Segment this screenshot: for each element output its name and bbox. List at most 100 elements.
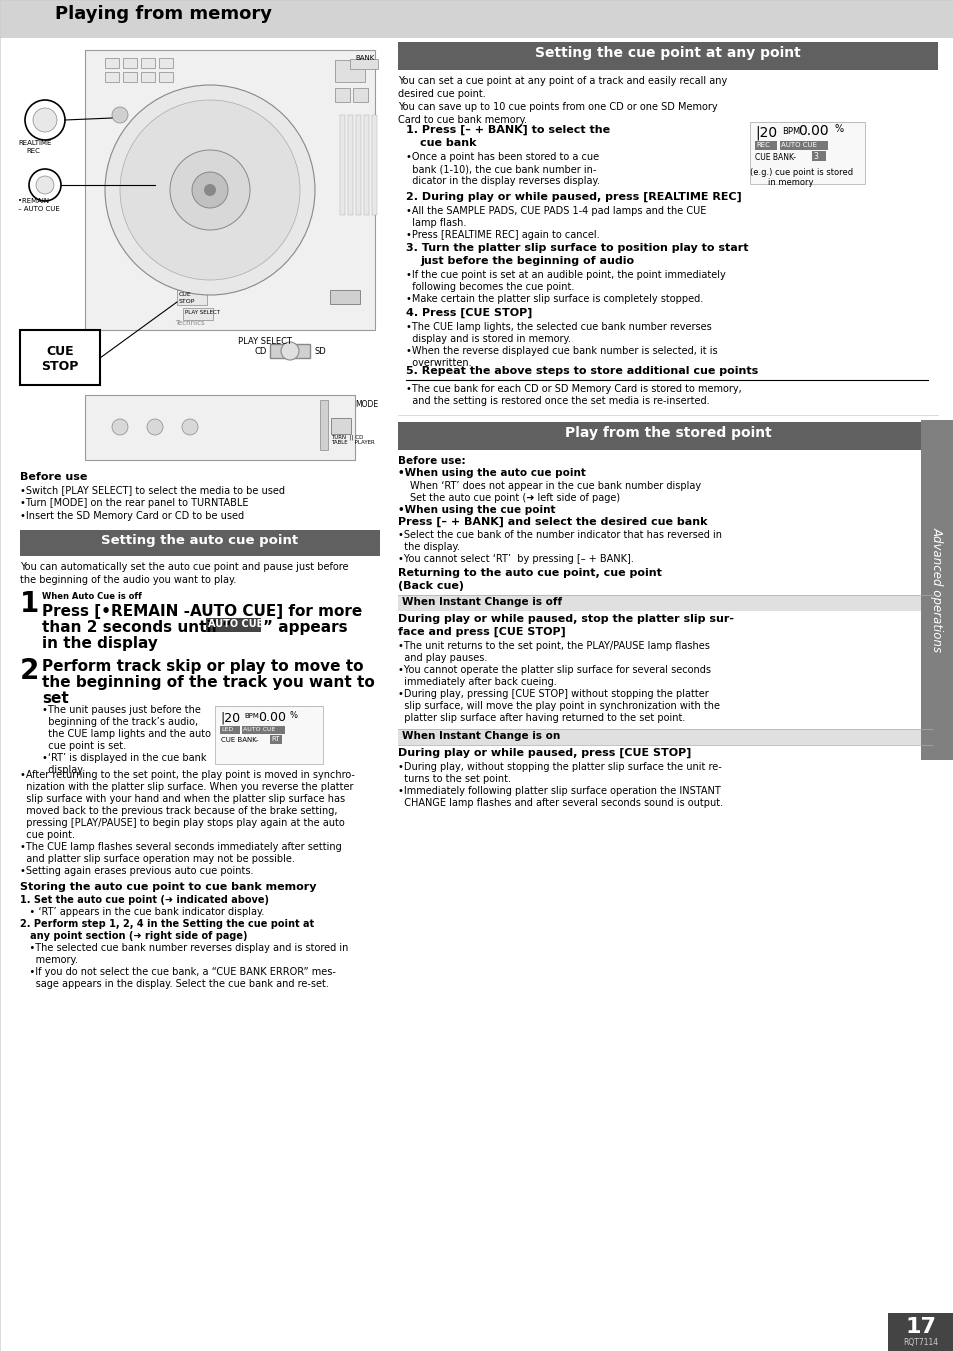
Text: MODE: MODE bbox=[355, 400, 377, 409]
Bar bbox=[319, 400, 328, 450]
Text: •Setting again erases previous auto cue points.: •Setting again erases previous auto cue … bbox=[20, 866, 253, 875]
Text: •The unit pauses just before the: •The unit pauses just before the bbox=[42, 705, 201, 715]
Text: cue bank: cue bank bbox=[419, 138, 476, 149]
Text: During play or while paused, stop the platter slip sur-: During play or while paused, stop the pl… bbox=[397, 613, 733, 624]
Text: PLAY SELECT: PLAY SELECT bbox=[185, 309, 220, 315]
Text: bank (1-10), the cue bank number in-: bank (1-10), the cue bank number in- bbox=[406, 163, 596, 174]
Text: |20: |20 bbox=[220, 712, 240, 725]
Text: •During play, pressing [CUE STOP] without stopping the platter: •During play, pressing [CUE STOP] withou… bbox=[397, 689, 708, 698]
Bar bbox=[220, 725, 240, 734]
Text: Perform track skip or play to move to: Perform track skip or play to move to bbox=[42, 659, 363, 674]
Bar bbox=[183, 308, 213, 320]
Text: STOP: STOP bbox=[179, 299, 195, 304]
Text: Returning to the auto cue point, cue point: Returning to the auto cue point, cue poi… bbox=[397, 567, 661, 578]
Text: Playing from memory: Playing from memory bbox=[55, 5, 272, 23]
Text: •Switch [PLAY SELECT] to select the media to be used: •Switch [PLAY SELECT] to select the medi… bbox=[20, 485, 285, 494]
Text: Set the auto cue point (➜ left side of page): Set the auto cue point (➜ left side of p… bbox=[410, 493, 619, 503]
Text: •The unit returns to the set point, the PLAY/PAUSE lamp flashes: •The unit returns to the set point, the … bbox=[397, 640, 709, 651]
Text: CUE BANK-: CUE BANK- bbox=[754, 153, 795, 162]
Text: 17: 17 bbox=[904, 1317, 936, 1337]
Text: immediately after back cueing.: immediately after back cueing. bbox=[397, 677, 557, 688]
Bar bbox=[159, 72, 172, 82]
Text: During play or while paused, press [CUE STOP]: During play or while paused, press [CUE … bbox=[397, 748, 691, 758]
Bar bbox=[811, 151, 825, 161]
Bar bbox=[159, 58, 172, 68]
Text: 5. Repeat the above steps to store additional cue points: 5. Repeat the above steps to store addit… bbox=[406, 366, 758, 376]
Text: You can set a cue point at any point of a track and easily recall any: You can set a cue point at any point of … bbox=[397, 76, 726, 86]
Text: ” appears: ” appears bbox=[263, 620, 347, 635]
Text: •The CUE lamp lights, the selected cue bank number reverses: •The CUE lamp lights, the selected cue b… bbox=[406, 322, 711, 332]
Bar bbox=[887, 1313, 953, 1351]
Text: CD: CD bbox=[254, 347, 267, 357]
Text: •During play, without stopping the platter slip surface the unit re-: •During play, without stopping the platt… bbox=[397, 762, 721, 771]
Text: beginning of the track’s audio,: beginning of the track’s audio, bbox=[42, 717, 198, 727]
Text: 1: 1 bbox=[20, 590, 39, 617]
Text: 1. Set the auto cue point (➜ indicated above): 1. Set the auto cue point (➜ indicated a… bbox=[20, 894, 269, 905]
Bar bbox=[105, 58, 119, 68]
Text: •You cannot operate the platter slip surface for several seconds: •You cannot operate the platter slip sur… bbox=[397, 665, 710, 676]
Text: PLAY SELECT: PLAY SELECT bbox=[237, 336, 292, 346]
Text: Before use: Before use bbox=[20, 471, 88, 482]
Text: REC: REC bbox=[26, 149, 40, 154]
Bar bbox=[335, 59, 365, 82]
Text: BANK: BANK bbox=[355, 55, 375, 61]
Text: Play from the stored point: Play from the stored point bbox=[564, 426, 771, 440]
Bar bbox=[397, 594, 932, 611]
Text: •The CUE lamp flashes several seconds immediately after setting: •The CUE lamp flashes several seconds im… bbox=[20, 842, 341, 852]
Text: and play pauses.: and play pauses. bbox=[397, 653, 487, 663]
Bar bbox=[123, 72, 137, 82]
Text: •When using the auto cue point: •When using the auto cue point bbox=[397, 467, 585, 478]
Text: 3. Turn the platter slip surface to position play to start: 3. Turn the platter slip surface to posi… bbox=[406, 243, 748, 253]
Text: RT: RT bbox=[271, 736, 279, 742]
Circle shape bbox=[112, 107, 128, 123]
Text: nization with the platter slip surface. When you reverse the platter: nization with the platter slip surface. … bbox=[20, 782, 354, 792]
Circle shape bbox=[105, 85, 314, 295]
Circle shape bbox=[182, 419, 198, 435]
Bar bbox=[85, 50, 375, 330]
Bar bbox=[270, 735, 282, 744]
Text: Technics: Technics bbox=[174, 320, 204, 326]
Text: 4. Press [CUE STOP]: 4. Press [CUE STOP] bbox=[406, 308, 532, 319]
Text: When ‘RT’ does not appear in the cue bank number display: When ‘RT’ does not appear in the cue ban… bbox=[410, 481, 700, 490]
Text: and the setting is restored once the set media is re-inserted.: and the setting is restored once the set… bbox=[406, 396, 709, 407]
Text: |20: |20 bbox=[754, 126, 777, 141]
Text: 1. Press [– + BANK] to select the: 1. Press [– + BANK] to select the bbox=[406, 126, 610, 135]
Bar bbox=[348, 115, 353, 215]
Bar bbox=[177, 290, 207, 305]
Bar bbox=[85, 394, 355, 459]
Circle shape bbox=[204, 184, 215, 196]
Text: Setting the cue point at any point: Setting the cue point at any point bbox=[535, 46, 800, 59]
Text: – AUTO CUE: – AUTO CUE bbox=[18, 205, 60, 212]
Text: •Select the cue bank of the number indicator that has reversed in: •Select the cue bank of the number indic… bbox=[397, 530, 721, 540]
Text: •If the cue point is set at an audible point, the point immediately: •If the cue point is set at an audible p… bbox=[406, 270, 725, 280]
Bar bbox=[330, 290, 359, 304]
Circle shape bbox=[33, 108, 57, 132]
Text: 3: 3 bbox=[812, 153, 817, 161]
Text: (e.g.) cue point is stored: (e.g.) cue point is stored bbox=[749, 168, 852, 177]
Text: Advanced operations: Advanced operations bbox=[929, 527, 943, 653]
Bar bbox=[214, 707, 323, 765]
Text: • ‘RT’ appears in the cue bank indicator display.: • ‘RT’ appears in the cue bank indicator… bbox=[20, 907, 264, 917]
Bar bbox=[353, 88, 368, 101]
Bar bbox=[397, 730, 932, 744]
Circle shape bbox=[29, 169, 61, 201]
Text: memory.: memory. bbox=[20, 955, 78, 965]
Bar bbox=[242, 725, 285, 734]
Text: the beginning of the track you want to: the beginning of the track you want to bbox=[42, 676, 375, 690]
Bar bbox=[105, 72, 119, 82]
Text: •When the reverse displayed cue bank number is selected, it is: •When the reverse displayed cue bank num… bbox=[406, 346, 717, 357]
Text: display and is stored in memory.: display and is stored in memory. bbox=[406, 334, 570, 345]
Circle shape bbox=[281, 342, 298, 359]
Text: Setting the auto cue point: Setting the auto cue point bbox=[101, 534, 298, 547]
Text: AUTO CUE: AUTO CUE bbox=[208, 619, 263, 630]
Circle shape bbox=[147, 419, 163, 435]
Text: TURN  || CD: TURN || CD bbox=[331, 434, 363, 439]
Text: than 2 seconds until “: than 2 seconds until “ bbox=[42, 620, 232, 635]
Text: •If you do not select the cue bank, a “CUE BANK ERROR” mes-: •If you do not select the cue bank, a “C… bbox=[20, 967, 335, 977]
Text: •Make certain the platter slip surface is completely stopped.: •Make certain the platter slip surface i… bbox=[406, 295, 702, 304]
Text: Card to cue bank memory.: Card to cue bank memory. bbox=[397, 115, 526, 126]
Text: •Insert the SD Memory Card or CD to be used: •Insert the SD Memory Card or CD to be u… bbox=[20, 511, 244, 521]
Text: BPM: BPM bbox=[781, 127, 800, 136]
Text: •The cue bank for each CD or SD Memory Card is stored to memory,: •The cue bank for each CD or SD Memory C… bbox=[406, 384, 741, 394]
Text: RQT7114: RQT7114 bbox=[902, 1337, 938, 1347]
